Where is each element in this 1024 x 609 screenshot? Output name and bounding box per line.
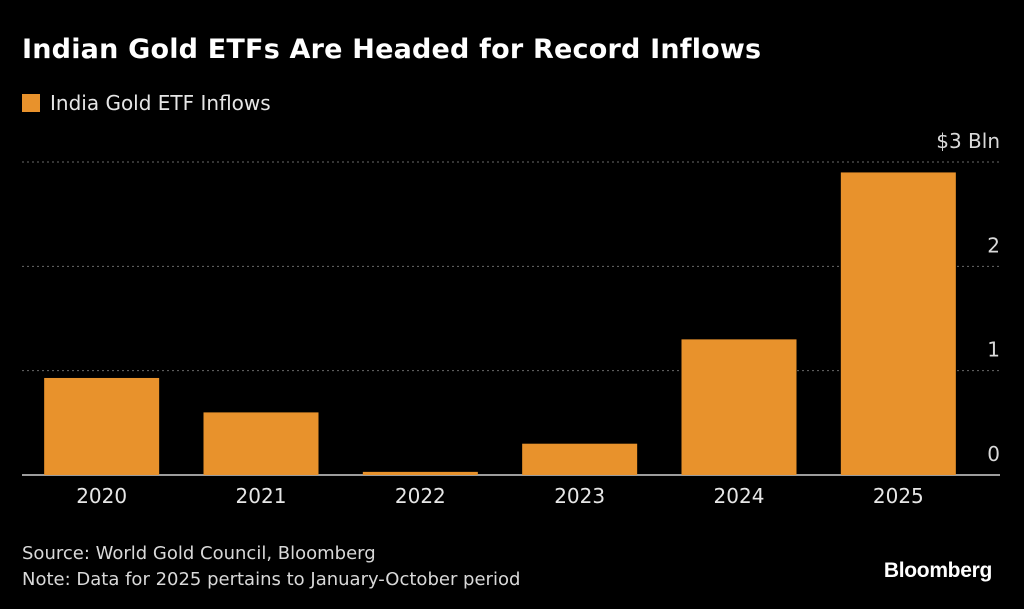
footer-text: Source: World Gold Council, Bloomberg No… xyxy=(22,541,520,593)
bar-2024 xyxy=(681,339,797,475)
bar-2022 xyxy=(362,471,478,475)
x-tick-label: 2021 xyxy=(236,484,287,508)
bar-2020 xyxy=(44,377,160,475)
y-tick-label: 2 xyxy=(987,233,1000,257)
x-axis-ticks: 2020 2021 2022 2023 2024 2025 xyxy=(76,484,924,508)
chart-title: Indian Gold ETFs Are Headed for Record I… xyxy=(22,34,762,65)
y-axis-ticks: 0 1 2 $3 Bln xyxy=(936,129,1000,466)
legend-swatch xyxy=(22,94,40,112)
bars xyxy=(44,172,956,475)
x-tick-label: 2023 xyxy=(554,484,605,508)
x-tick-label: 2022 xyxy=(395,484,446,508)
y-tick-label: 1 xyxy=(987,338,1000,362)
bar-2023 xyxy=(522,443,638,475)
x-tick-label: 2024 xyxy=(714,484,765,508)
x-tick-label: 2025 xyxy=(873,484,924,508)
x-tick-label: 2020 xyxy=(76,484,127,508)
gridlines xyxy=(22,161,1000,476)
legend: India Gold ETF Inflows xyxy=(22,90,271,116)
bar-2025 xyxy=(840,172,956,475)
bloomberg-logo: Bloomberg xyxy=(883,559,992,582)
y-tick-label: 0 xyxy=(987,442,1000,466)
source-note: Source: World Gold Council, Bloomberg xyxy=(22,543,376,564)
period-note: Note: Data for 2025 pertains to January-… xyxy=(22,569,521,590)
legend-label: India Gold ETF Inflows xyxy=(50,91,271,115)
y-tick-label: $3 Bln xyxy=(936,129,1000,153)
bar-2021 xyxy=(203,412,319,475)
